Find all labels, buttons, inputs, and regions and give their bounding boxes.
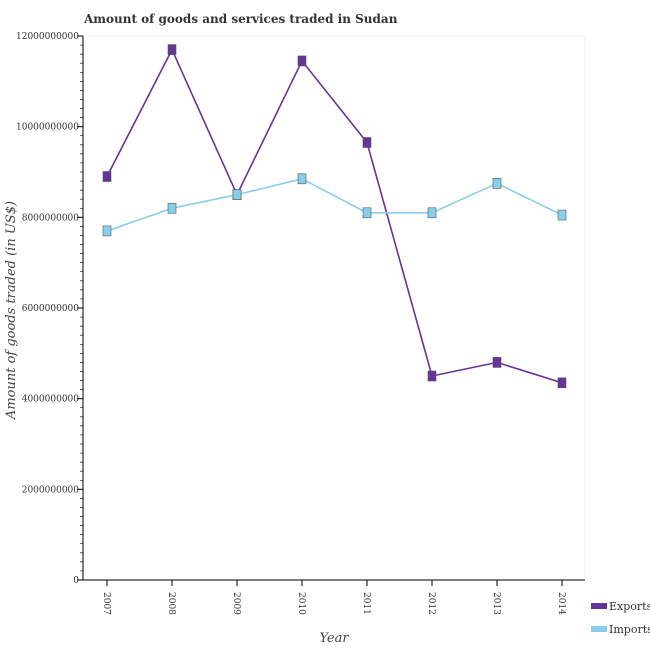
data-point: [362, 137, 372, 148]
series-line: [106, 47, 563, 384]
y-tick-label: 4000000000: [22, 395, 80, 405]
y-axis: 0 2000000000 4000000000 6000000000 800000000…: [16, 32, 84, 586]
legend: Exports Imports: [591, 600, 650, 636]
data-point: [102, 171, 112, 182]
x-tick-label: 2014: [556, 592, 566, 615]
x-tick-label: 2012: [426, 592, 436, 615]
data-point: [492, 357, 502, 368]
data-point: [232, 189, 242, 200]
legend-swatch: [591, 626, 607, 632]
data-point: [102, 225, 112, 237]
x-axis: 2007 2008 2009 2010 2011 2012 2013 2014: [83, 579, 585, 615]
x-tick-label: 2013: [491, 592, 501, 615]
data-point: [557, 377, 567, 389]
legend-label: Exports: [609, 600, 650, 613]
y-tick-label: 0: [73, 576, 79, 586]
data-point: [167, 202, 177, 214]
legend-swatch: [591, 603, 607, 609]
data-point: [492, 178, 502, 189]
data-point: [427, 370, 437, 382]
data-point: [557, 209, 567, 221]
data-point: [362, 207, 372, 219]
y-tick-label: 2000000000: [22, 485, 80, 495]
x-tick-label: 2010: [296, 592, 306, 615]
series-exports: [102, 44, 567, 389]
chart-title: Amount of goods and services traded in S…: [83, 12, 398, 26]
series-line: [106, 177, 563, 232]
x-tick-label: 2008: [166, 592, 176, 615]
legend-label: Imports: [609, 623, 650, 636]
x-axis-label: Year: [319, 631, 349, 646]
y-tick-label: 12000000000: [16, 32, 79, 42]
data-point: [297, 55, 307, 67]
x-tick-label: 2009: [231, 592, 241, 615]
legend-item: Imports: [591, 623, 650, 636]
series-group: [102, 44, 567, 389]
plot-frame: [83, 35, 586, 580]
x-tick-label: 2011: [361, 592, 371, 615]
y-tick-label: 6000000000: [22, 304, 80, 314]
legend-item: Exports: [591, 600, 650, 613]
data-point: [167, 44, 177, 55]
y-tick-label: 8000000000: [22, 213, 80, 223]
y-tick-label: 10000000000: [16, 123, 79, 133]
x-tick-label: 2007: [101, 592, 111, 615]
data-point: [427, 207, 437, 219]
y-axis-label: Amount of goods traded (in US$): [4, 201, 19, 420]
series-imports: [102, 173, 567, 237]
data-point: [297, 173, 307, 185]
